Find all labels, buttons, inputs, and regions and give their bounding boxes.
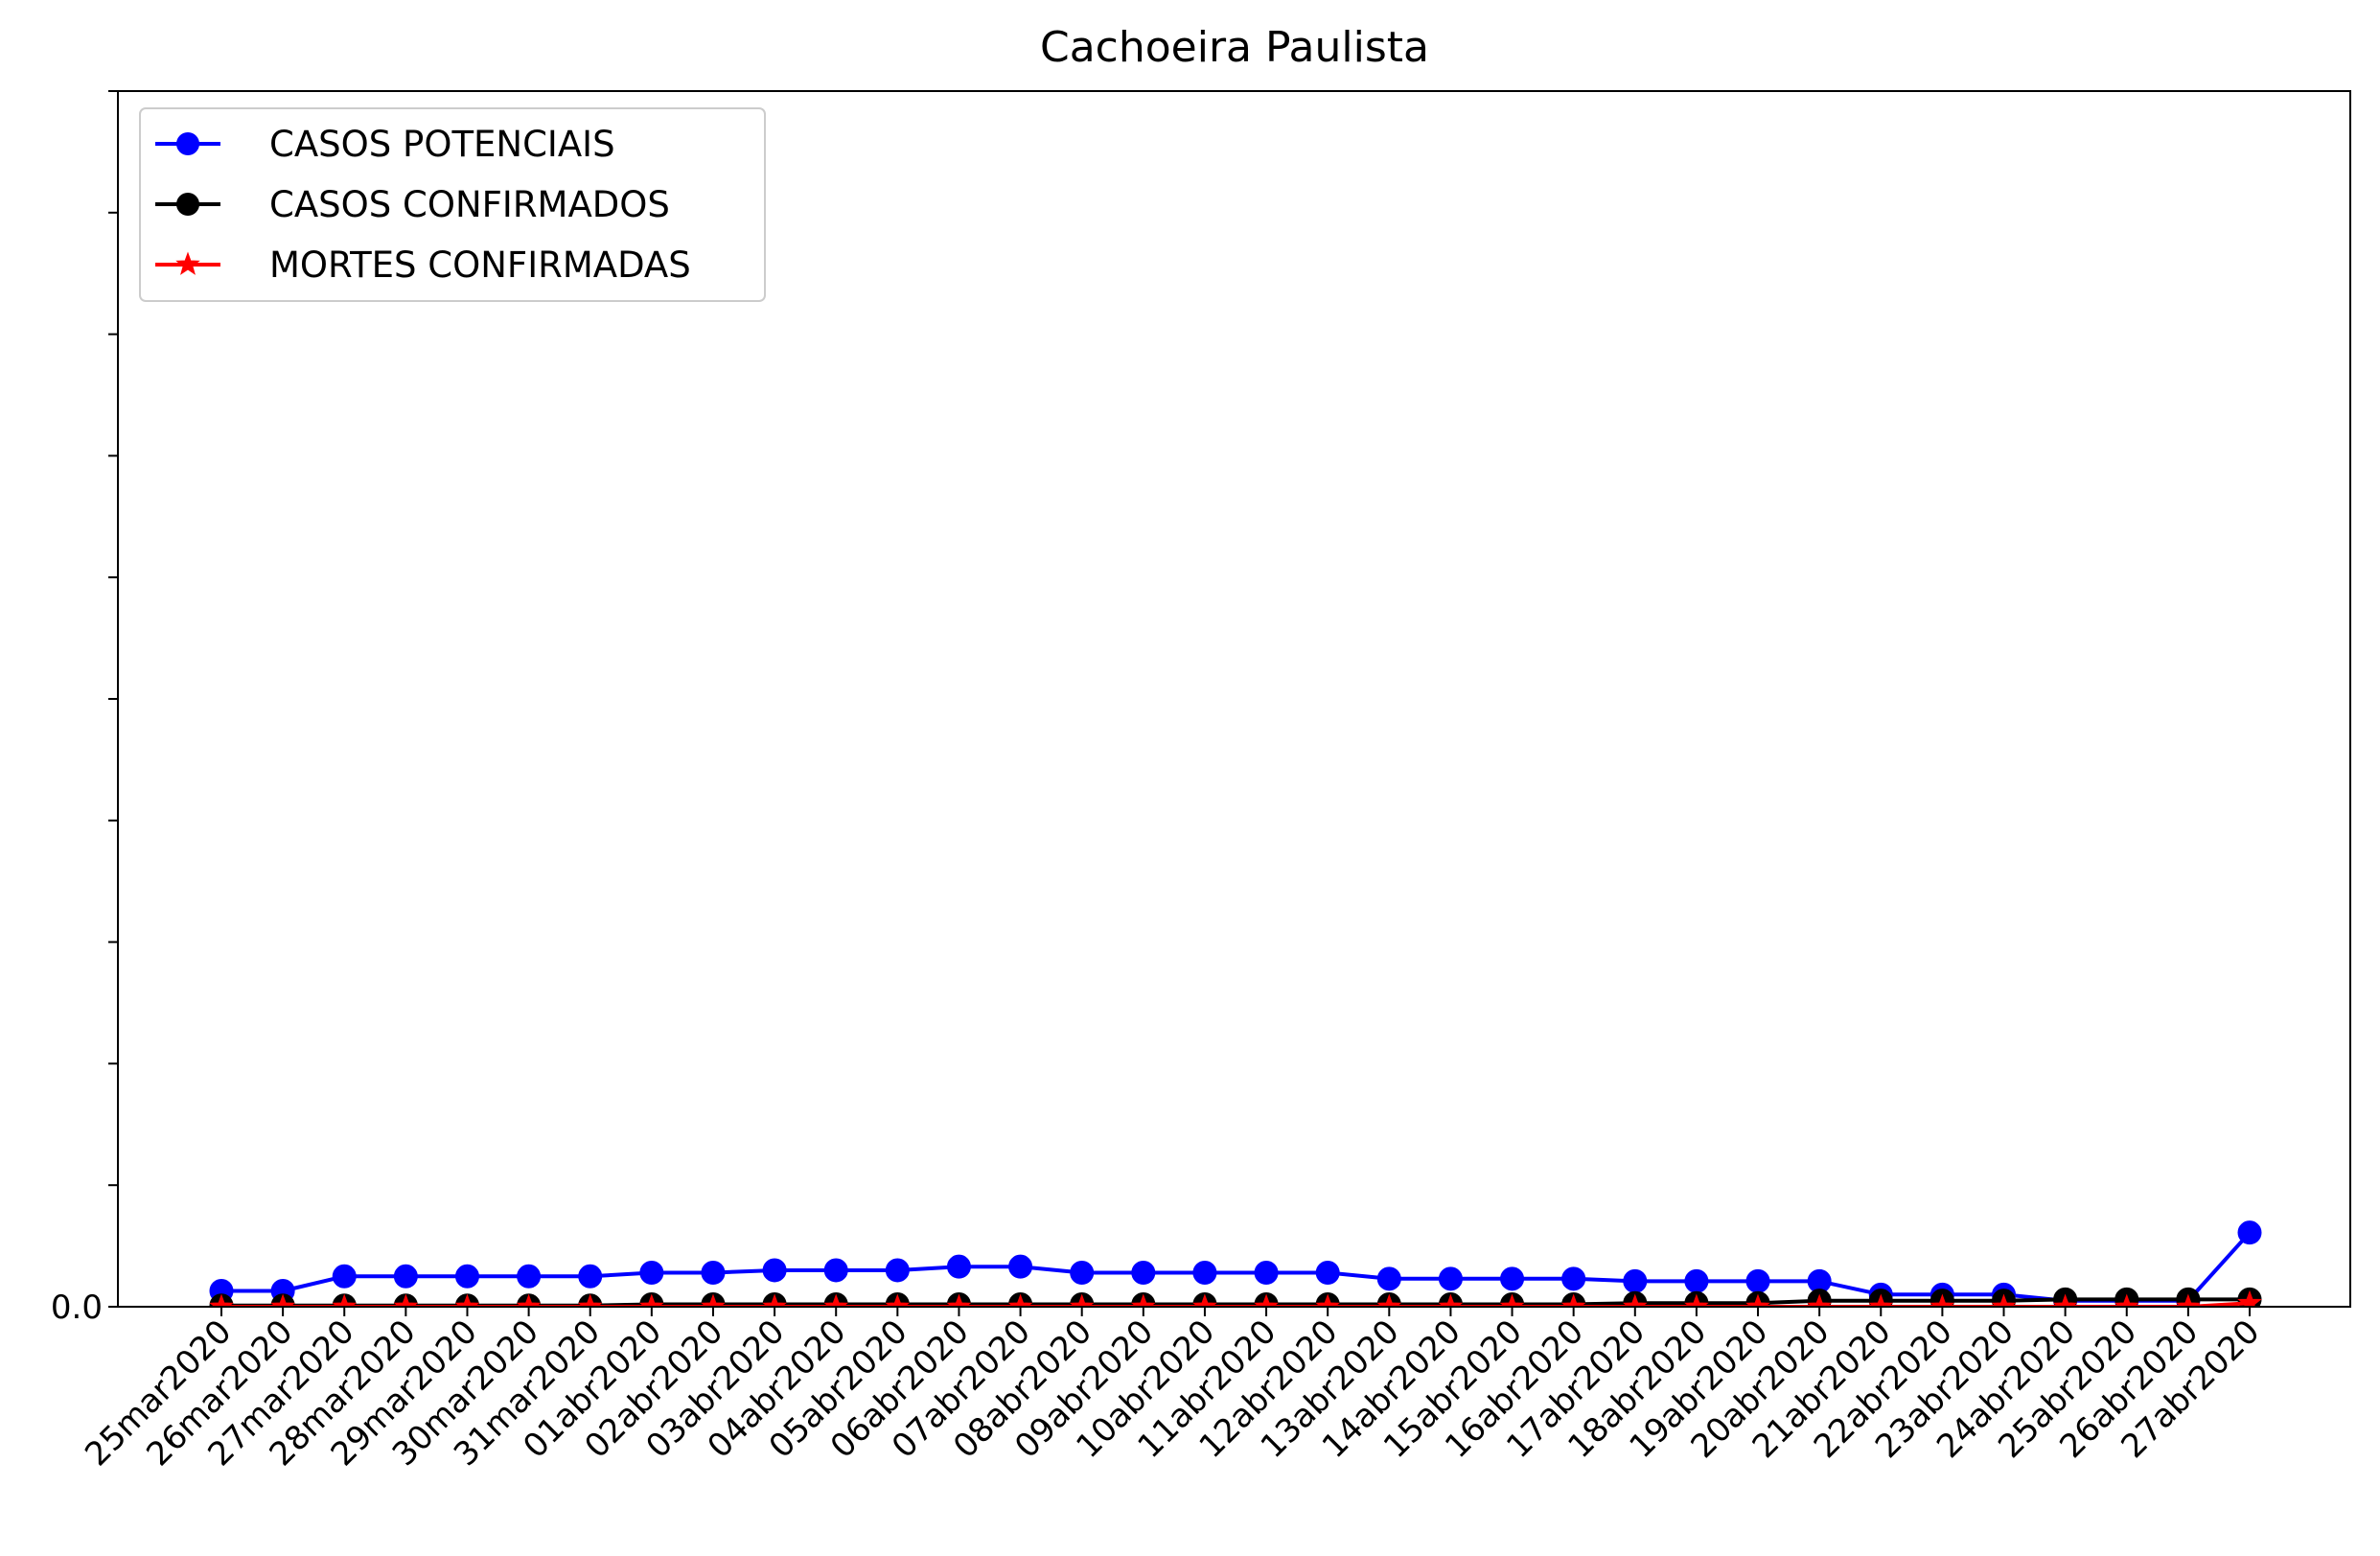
series-0-point [639,1260,664,1285]
series-0-point [2237,1220,2262,1245]
series-2-point [1807,1293,1832,1307]
axes: 0.025mar202026mar202027mar202028mar20202… [51,90,2351,1474]
series-2-point [1991,1293,2017,1307]
legend-marker [176,193,199,216]
series-line-0 [221,1231,2252,1303]
series-0-point [578,1264,603,1289]
series-0-point [1561,1266,1586,1291]
series-0-point [332,1264,357,1289]
legend-box [139,107,766,302]
series-group [209,1220,2262,1307]
chart-title: Cachoeira Paulista [1040,23,1429,72]
series-0-point [1008,1254,1033,1279]
series-0-point [1500,1266,1525,1291]
series-2-point [823,1293,848,1307]
series-2-point [1131,1293,1156,1307]
series-0-point [1315,1260,1340,1285]
legend: CASOS POTENCIAIS CASOS CONFIRMADOS MORTES … [139,107,766,302]
series-2-point [762,1293,787,1307]
series-2-point [209,1293,234,1307]
legend-label: CASOS CONFIRMADOS [269,184,670,225]
series-2-point [1499,1293,1525,1307]
series-0-point [946,1254,971,1279]
series-2-point [1254,1293,1279,1307]
series-0-point [1623,1268,1648,1293]
legend-label: CASOS POTENCIAIS [269,124,615,165]
series-0-point [1254,1260,1279,1285]
series-2-point [2052,1293,2078,1307]
series-0-point [517,1264,542,1289]
plot-area [209,1220,2262,1307]
series-0-point [1070,1260,1095,1285]
series-2-point [332,1293,358,1307]
series-0-point [454,1264,479,1289]
series-0-point [762,1258,787,1283]
series-2-point [2114,1293,2139,1307]
series-2-point [1007,1293,1033,1307]
series-2-point [516,1293,542,1307]
series-2-point [2237,1289,2262,1307]
series-2-point [270,1293,295,1307]
series-2-point [1315,1293,1340,1307]
legend-label: MORTES CONFIRMADAS [269,244,691,286]
series-2-point [639,1293,664,1307]
series-0-point [1684,1268,1709,1293]
series-2-point [1623,1293,1648,1307]
series-2-point [1376,1293,1402,1307]
series-2-point [2176,1293,2201,1307]
legend-marker [175,251,200,275]
series-0-point [885,1258,910,1283]
series-2-point [1868,1293,1894,1307]
series-2-point [1929,1293,1955,1307]
series-2-point [946,1293,972,1307]
series-0-point [1438,1266,1463,1291]
series-2-point [885,1293,911,1307]
series-0-point [701,1260,726,1285]
series-2-point [393,1293,419,1307]
legend-marker [176,132,199,155]
y-tick-label: 0.0 [51,1289,103,1327]
series-2-point [1192,1293,1217,1307]
series-0-point [1192,1260,1217,1285]
series-0-point [823,1258,848,1283]
series-2-point [1560,1293,1586,1307]
series-2-point [1438,1293,1464,1307]
series-2-point [577,1293,603,1307]
series-2-point [1069,1293,1095,1307]
series-0-point [1131,1260,1156,1285]
series-0-point [393,1264,418,1289]
series-2-point [1745,1293,1770,1307]
series-2-point [701,1293,726,1307]
series-2-point [454,1293,480,1307]
series-0-point [1376,1266,1401,1291]
series-2-point [1684,1293,1709,1307]
series-0-point [1745,1268,1770,1293]
